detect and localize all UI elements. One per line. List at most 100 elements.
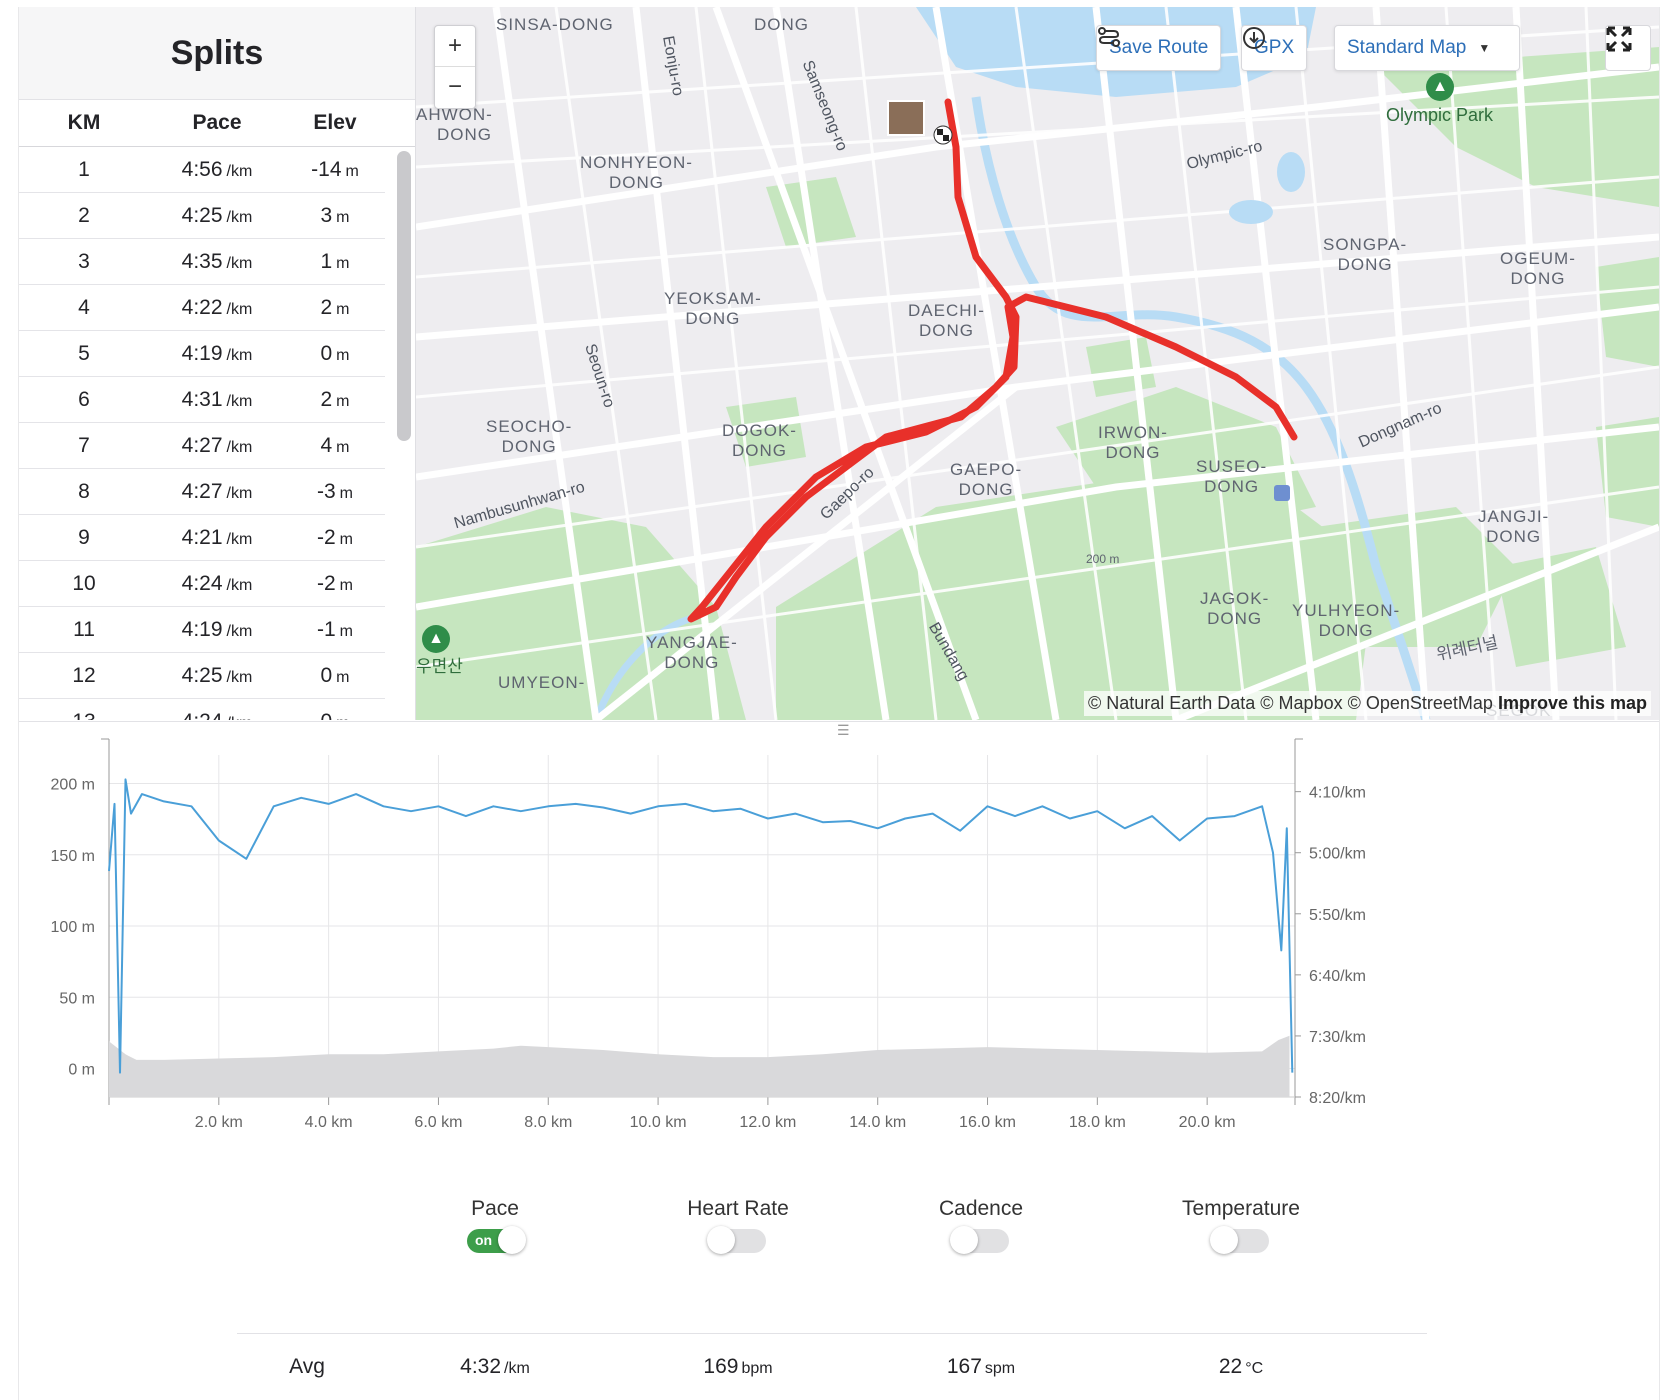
split-pace-unit: /km <box>226 300 253 318</box>
x-tick-label: 4.0 km <box>305 1114 353 1131</box>
split-elev-value: -2 <box>316 525 336 549</box>
split-pace-unit: /km <box>226 576 253 594</box>
x-tick-label: 10.0 km <box>630 1114 687 1131</box>
attribution-text[interactable]: © Natural Earth Data © Mapbox © OpenStre… <box>1087 693 1493 713</box>
divider <box>19 721 1659 722</box>
temperature-switch[interactable] <box>1210 1226 1269 1254</box>
split-km: 12 <box>72 663 96 687</box>
park-icon: ▲ <box>422 625 450 653</box>
map-label: AHWON- DONG <box>416 105 492 144</box>
split-km: 7 <box>78 433 90 457</box>
elevation-pace-chart[interactable]: 2.0 km 4.0 km 6.0 km 8.0 km 10.0 km 12.0 km 14… <box>19 727 1659 1177</box>
split-km: 4 <box>78 295 90 319</box>
pace-switch[interactable]: on <box>467 1226 526 1254</box>
avg-temp-value: 22 <box>1218 1355 1243 1378</box>
splits-scrollbar[interactable] <box>397 151 411 441</box>
y-left-tick-label: 200 m <box>51 777 95 794</box>
split-km: 2 <box>78 203 90 227</box>
split-pace-unit: /km <box>226 484 253 502</box>
resize-handle-icon[interactable]: ☰ <box>837 722 850 738</box>
caret-down-icon: ▼ <box>1478 41 1491 55</box>
elevation-area <box>109 1035 1290 1097</box>
split-elev-unit: m <box>339 484 353 502</box>
gpx-button[interactable]: GPX <box>1241 25 1308 71</box>
split-pace-unit: /km <box>226 622 253 640</box>
split-pace-value: 4:25 <box>181 203 223 227</box>
x-tick-label: 18.0 km <box>1069 1114 1126 1131</box>
split-elev: -2 m <box>285 572 385 596</box>
zoom-controls: + − <box>434 25 476 109</box>
y-right-tick-label: 6:40/km <box>1309 968 1366 985</box>
splits-list[interactable]: 1 4:56/km -14 m 2 4:25/km 3 m 3 4:35/km 1 m 4 4:22/km… <box>19 147 415 720</box>
header-pace: Pace <box>192 111 242 134</box>
map-style-dropdown[interactable]: Standard Map ▼ <box>1334 25 1520 71</box>
route-map[interactable]: SINSA-DONG DONG AHWON- DONG NONHYEON- DON… <box>416 7 1659 720</box>
split-pace-value: 4:19 <box>181 617 223 641</box>
split-elev-value: -2 <box>316 571 336 595</box>
map-label: DOGOK- DONG <box>722 421 797 460</box>
split-pace-value: 4:56 <box>181 157 223 181</box>
y-left-tick-label: 50 m <box>59 990 95 1007</box>
avg-temp-unit: °C <box>1245 1360 1264 1377</box>
save-route-label: Save Route <box>1109 37 1209 58</box>
switch-knob <box>950 1226 978 1254</box>
splits-title: Splits <box>19 7 415 100</box>
switch-knob <box>707 1226 735 1254</box>
split-elev-unit: m <box>336 254 350 272</box>
x-tick-label: 6.0 km <box>414 1114 462 1131</box>
split-elev-unit: m <box>336 438 350 456</box>
avg-pace-value: 4:32 <box>460 1355 502 1378</box>
map-label: Olympic Park <box>1386 105 1494 125</box>
series-toggles: Pace on Heart Rate Cadence Temperature <box>19 1197 1659 1257</box>
split-elev-unit: m <box>336 346 350 364</box>
zoom-in-button[interactable]: + <box>435 26 475 67</box>
split-km: 6 <box>78 387 90 411</box>
split-row: 4 4:22/km 2 m <box>19 285 385 331</box>
split-pace: 4:31/km <box>149 388 285 412</box>
fullscreen-button[interactable] <box>1605 25 1651 71</box>
heart-rate-switch[interactable] <box>707 1226 766 1254</box>
split-row: 10 4:24/km -2 m <box>19 561 385 607</box>
save-route-button[interactable]: Save Route <box>1096 25 1222 71</box>
map-label: SONGPA- DONG <box>1323 235 1408 274</box>
toggle-pace: Pace on <box>405 1197 585 1254</box>
x-tick-label: 16.0 km <box>959 1114 1016 1131</box>
split-elev-value: -3 <box>316 479 336 503</box>
split-row: 8 4:27/km -3 m <box>19 469 385 515</box>
x-tick-label: 14.0 km <box>849 1114 906 1131</box>
toggle-label: Cadence <box>938 1197 1024 1220</box>
split-pace: 4:27/km <box>149 434 285 458</box>
map-label: SUSEO- DONG <box>1196 457 1268 496</box>
map-label: DAECHI- DONG <box>908 301 985 340</box>
y-right-tick-label: 7:30/km <box>1309 1029 1366 1046</box>
split-km: 1 <box>78 157 90 181</box>
split-pace: 4:27/km <box>149 480 285 504</box>
y-right-tick-label: 5:00/km <box>1309 846 1366 863</box>
toggle-label: Temperature <box>1182 1197 1300 1220</box>
split-elev-value: 1 <box>320 249 333 273</box>
split-elev-unit: m <box>336 668 350 686</box>
y-left-tick-label: 150 m <box>51 848 95 865</box>
split-elev-value: 2 <box>320 295 333 319</box>
download-icon <box>1243 27 1265 49</box>
avg-hr-unit: bpm <box>741 1360 773 1377</box>
improve-map-link[interactable]: Improve this map <box>1497 693 1647 713</box>
split-pace-value: 4:27 <box>181 479 223 503</box>
split-km: 5 <box>78 341 90 365</box>
river <box>971 96 1431 720</box>
chart-canvas: 2.0 km 4.0 km 6.0 km 8.0 km 10.0 km 12.0 km 14… <box>51 738 1366 1131</box>
avg-cadence-value: 167 <box>946 1355 982 1378</box>
split-pace-value: 4:24 <box>182 710 223 721</box>
x-tick-label: 8.0 km <box>524 1114 572 1131</box>
map-label: OGEUM- DONG <box>1500 249 1576 288</box>
cadence-switch[interactable] <box>950 1226 1009 1254</box>
split-elev-unit: m <box>339 576 353 594</box>
zoom-out-button[interactable]: − <box>447 73 462 100</box>
split-pace-value: 4:35 <box>181 249 223 273</box>
